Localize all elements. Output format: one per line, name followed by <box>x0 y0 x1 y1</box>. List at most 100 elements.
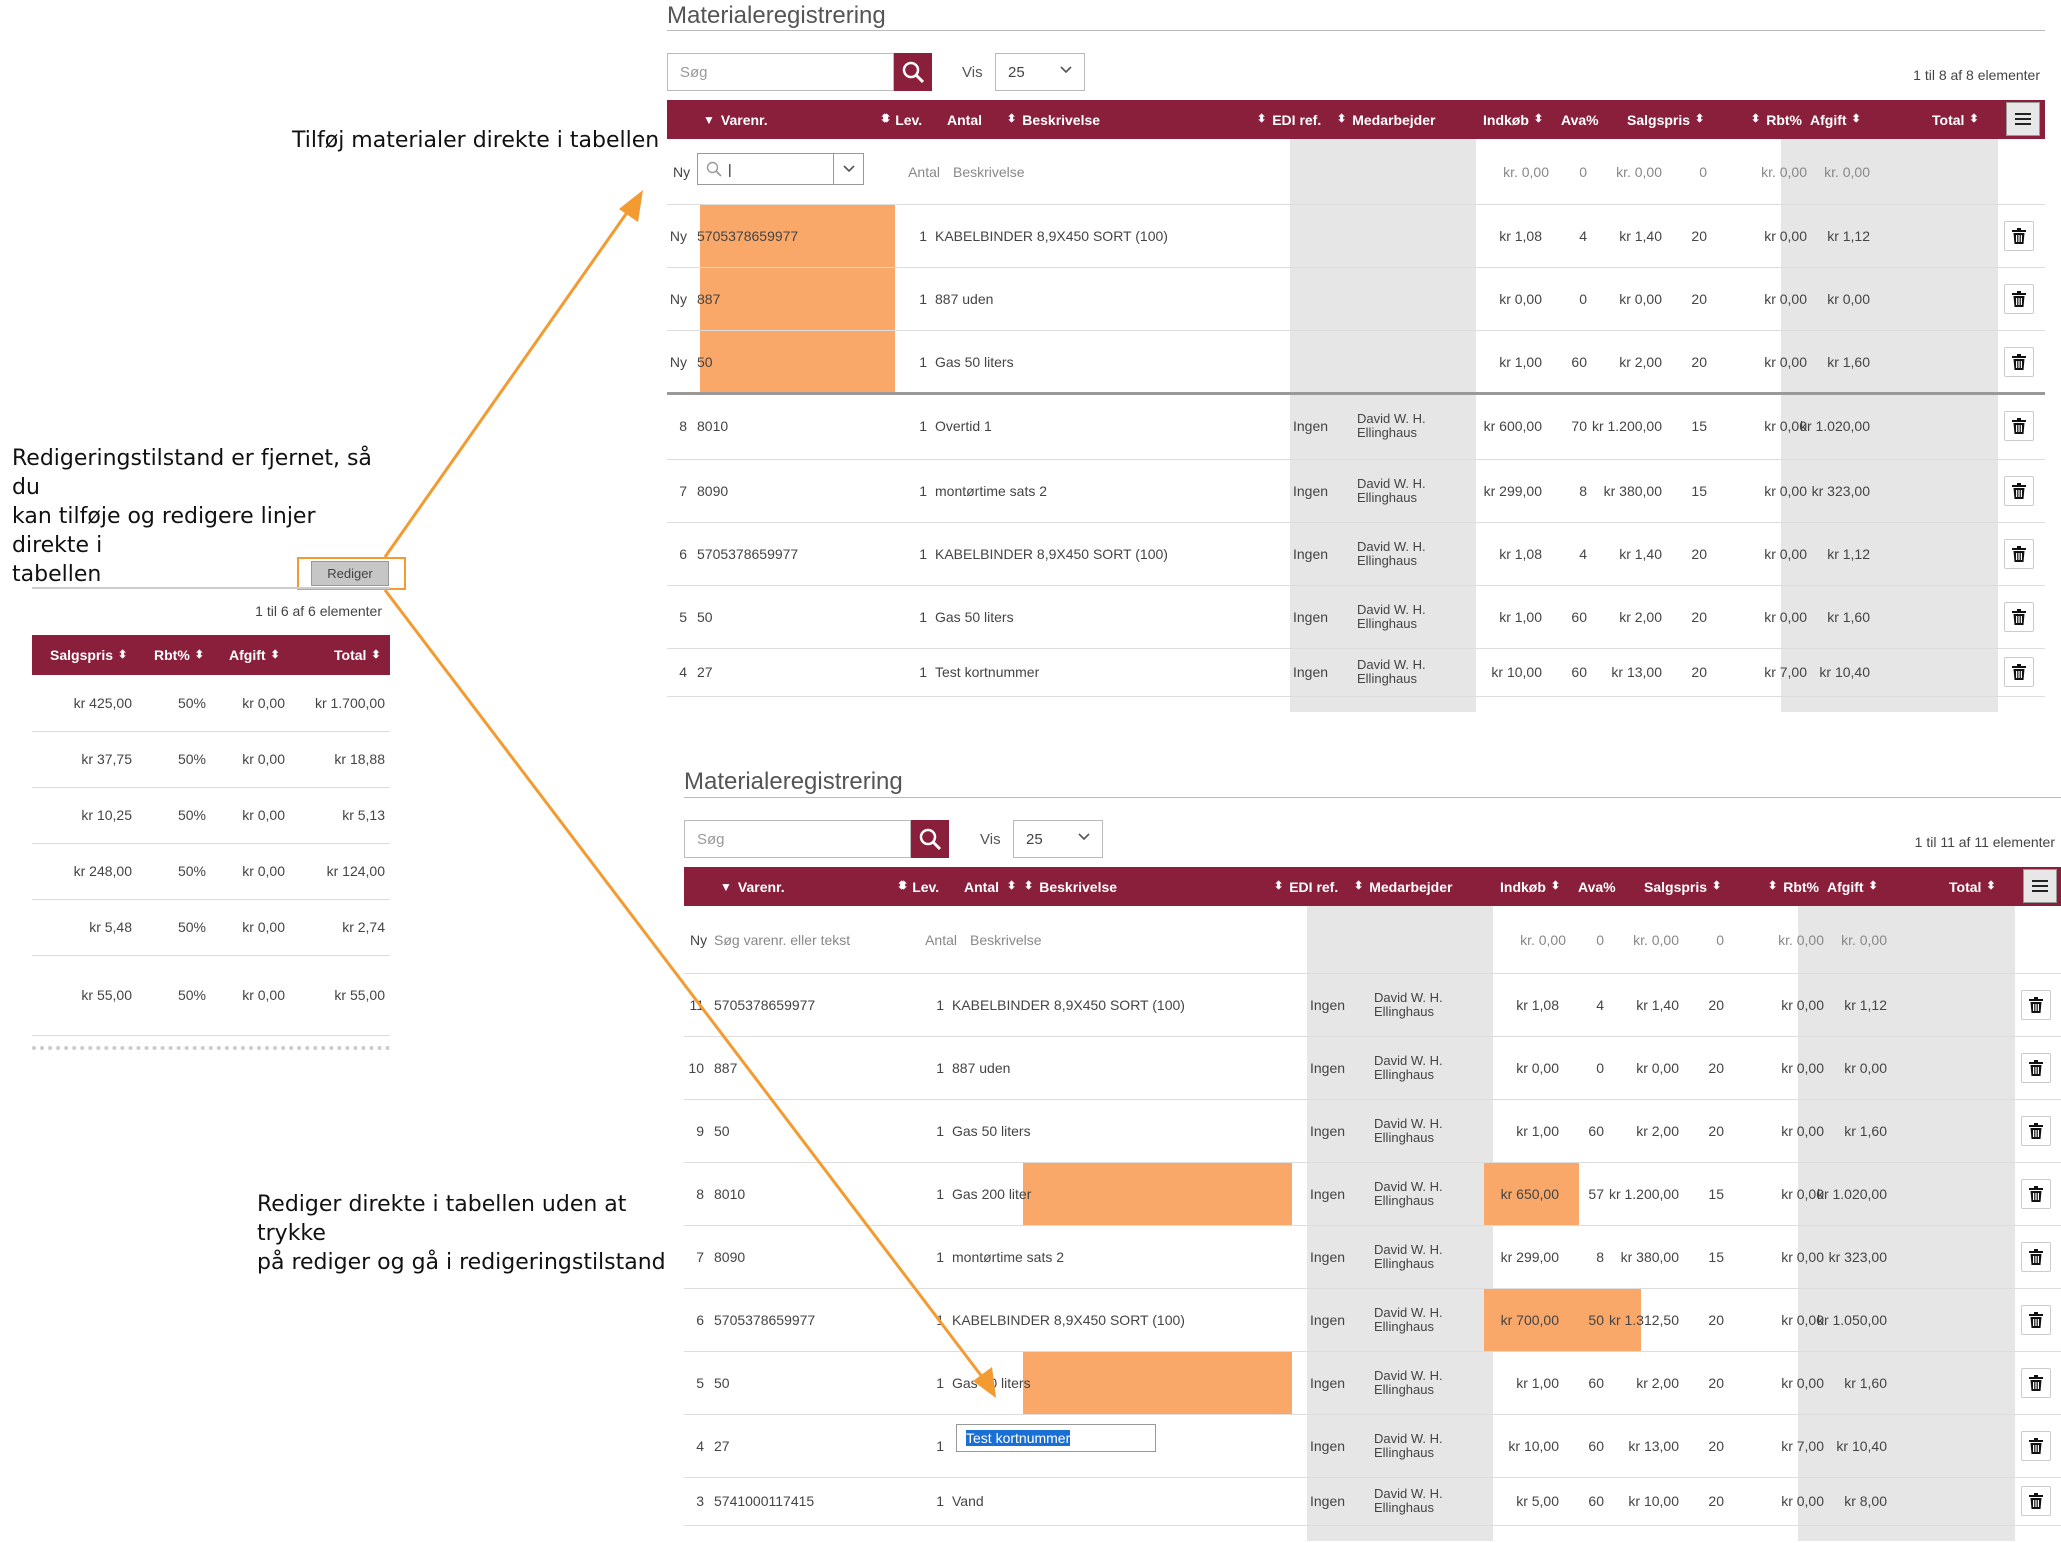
delete-row-button[interactable] <box>2021 1486 2051 1516</box>
header-label: Medarbejder <box>1369 878 1453 895</box>
item-search-input[interactable]: Søg varenr. eller tekst <box>714 931 851 948</box>
column-header-lev[interactable]: ⬍ Lev. <box>880 100 922 139</box>
afgift-cell: kr 7,00 <box>1764 664 1807 680</box>
column-header-total[interactable]: Total ⬍ <box>334 635 381 675</box>
antal-cell: 1 <box>936 1122 944 1139</box>
delete-row-button[interactable] <box>2021 1304 2051 1335</box>
beskrivelse-edit-input[interactable]: Test kortnummer <box>956 1424 1156 1452</box>
delete-row-button[interactable] <box>2021 1241 2051 1272</box>
search-icon <box>902 61 925 84</box>
column-header-antal[interactable]: Antal ⬍ <box>964 867 1016 906</box>
beskrivelse-cell: Gas 200 liter <box>952 1185 1032 1202</box>
item-search-input[interactable]: | <box>697 153 834 185</box>
table-cell: kr 248,00 <box>73 863 132 879</box>
edited-cell-highlight <box>1484 1288 1641 1351</box>
column-header-medarbejder[interactable]: ⬍ Medarbejder <box>1337 100 1435 139</box>
column-header-afgift[interactable]: Afgift ⬍ <box>1827 867 1878 906</box>
column-header-total[interactable]: Total ⬍ <box>1949 867 1996 906</box>
delete-row-button[interactable] <box>2004 475 2034 506</box>
delete-row-button[interactable] <box>2004 346 2034 377</box>
medarbejder-cell: David W. H. Ellinghaus <box>1374 989 1443 1019</box>
column-header-ava[interactable]: Ava% <box>1578 867 1616 906</box>
table-cell: kr 5,13 <box>342 807 385 823</box>
ava-cell: 4 <box>1596 996 1604 1013</box>
delete-row-button[interactable] <box>2021 1115 2051 1146</box>
column-header-medarbejder[interactable]: ⬍ Medarbejder <box>1354 867 1452 906</box>
column-header-edi-ref[interactable]: ⬍ EDI ref. <box>1257 100 1321 139</box>
delete-row-button[interactable] <box>2004 601 2034 632</box>
delete-row-button[interactable] <box>2004 657 2034 687</box>
column-header-varenr[interactable]: ▼ Varenr. <box>720 867 785 906</box>
search-button[interactable] <box>911 820 949 858</box>
afgift-cell: kr 0,00 <box>1764 227 1807 244</box>
edi-ref-cell <box>1293 267 1353 330</box>
salgspris-field: kr. 0,00 <box>1633 931 1679 948</box>
indkob-cell: kr 1,00 <box>1516 1122 1559 1139</box>
delete-row-button[interactable] <box>2021 1367 2051 1398</box>
column-header-afgift[interactable]: Afgift ⬍ <box>229 635 280 675</box>
page-size-select[interactable]: 25 <box>995 53 1085 91</box>
column-header-edi-ref[interactable]: ⬍ EDI ref. <box>1274 867 1338 906</box>
trash-icon <box>2029 1185 2043 1202</box>
afgift-cell: kr 0,00 <box>1764 608 1807 625</box>
column-header-rbt[interactable]: Rbt% ⬍ <box>154 635 204 675</box>
sort-icon: ⬍ <box>1337 113 1347 125</box>
indkob-cell: kr 1,00 <box>1499 608 1542 625</box>
beskrivelse-cell: Test kortnummer <box>935 664 1040 680</box>
rbt-cell: 20 <box>1708 1311 1724 1328</box>
delete-row-button[interactable] <box>2004 283 2034 314</box>
search-input[interactable]: Søg <box>667 53 894 91</box>
total-cell: kr 323,00 <box>1828 1248 1887 1265</box>
delete-row-button[interactable] <box>2004 411 2034 441</box>
column-header-salgspris[interactable]: Salgspris ⬍ <box>1627 100 1704 139</box>
antal-field: Antal <box>908 163 940 180</box>
delete-row-button[interactable] <box>2004 538 2034 569</box>
beskrivelse-field: Beskrivelse <box>970 931 1042 948</box>
item-dropdown-toggle[interactable] <box>834 153 864 185</box>
rediger-button[interactable]: Rediger <box>311 561 389 586</box>
row-divider <box>32 731 390 732</box>
column-menu-button[interactable] <box>2006 102 2040 136</box>
delete-row-button[interactable] <box>2021 1052 2051 1083</box>
edi-ref-cell: Ingen <box>1293 418 1329 434</box>
page-size-select[interactable]: 25 <box>1013 820 1103 858</box>
column-header-rbt[interactable]: ⬍ Rbt% <box>1768 867 1819 906</box>
column-header-salgspris[interactable]: Salgspris ⬍ <box>50 635 127 675</box>
edi-ref-cell: Ingen <box>1310 1248 1346 1265</box>
delete-row-button[interactable] <box>2021 1430 2051 1461</box>
column-header-beskrivelse[interactable]: ⬍ Beskrivelse <box>1007 100 1100 139</box>
edi-ref-cell: Ingen <box>1310 1185 1346 1202</box>
row-divider <box>684 1225 2061 1226</box>
delete-row-button[interactable] <box>2021 989 2051 1020</box>
column-header-beskrivelse[interactable]: ⬍ Beskrivelse <box>1024 867 1117 906</box>
column-menu-button[interactable] <box>2023 869 2057 903</box>
varenr-cell: 5741000117415 <box>714 1493 815 1509</box>
ava-cell: 60 <box>1571 353 1587 370</box>
arrow-line-up <box>383 203 635 558</box>
delete-row-button[interactable] <box>2004 220 2034 251</box>
edi-ref-cell: Ingen <box>1310 1374 1346 1391</box>
sort-icon: ⬍ <box>1274 880 1284 892</box>
column-header-salgspris[interactable]: Salgspris ⬍ <box>1644 867 1721 906</box>
table-cell: kr 0,00 <box>242 751 285 767</box>
search-button[interactable] <box>894 53 932 91</box>
edi-ref-cell: Ingen <box>1310 1493 1346 1509</box>
afgift-field: kr. 0,00 <box>1778 931 1824 948</box>
column-header-antal[interactable]: Antal <box>947 100 982 139</box>
column-header-ava[interactable]: Ava% <box>1561 100 1599 139</box>
delete-row-button[interactable] <box>2021 1178 2051 1209</box>
column-header-total[interactable]: Total ⬍ <box>1932 100 1979 139</box>
column-header-indkob[interactable]: Indkøb ⬍ <box>1483 100 1543 139</box>
sort-desc-icon: ▼ <box>720 879 732 894</box>
sort-icon: ⬍ <box>1868 880 1878 892</box>
sort-icon: ⬍ <box>1007 880 1017 892</box>
column-header-rbt[interactable]: ⬍ Rbt% <box>1751 100 1802 139</box>
trash-icon <box>2029 996 2043 1013</box>
salgspris-cell: kr 1.200,00 <box>1608 1185 1679 1202</box>
column-header-indkob[interactable]: Indkøb ⬍ <box>1500 867 1560 906</box>
afgift-cell: kr 0,00 <box>1781 1311 1824 1328</box>
search-input[interactable]: Søg <box>684 820 911 858</box>
antal-cell: 1 <box>936 1437 944 1454</box>
column-header-afgift[interactable]: Afgift ⬍ <box>1810 100 1861 139</box>
column-header-varenr[interactable]: ▼ Varenr. <box>703 100 768 139</box>
